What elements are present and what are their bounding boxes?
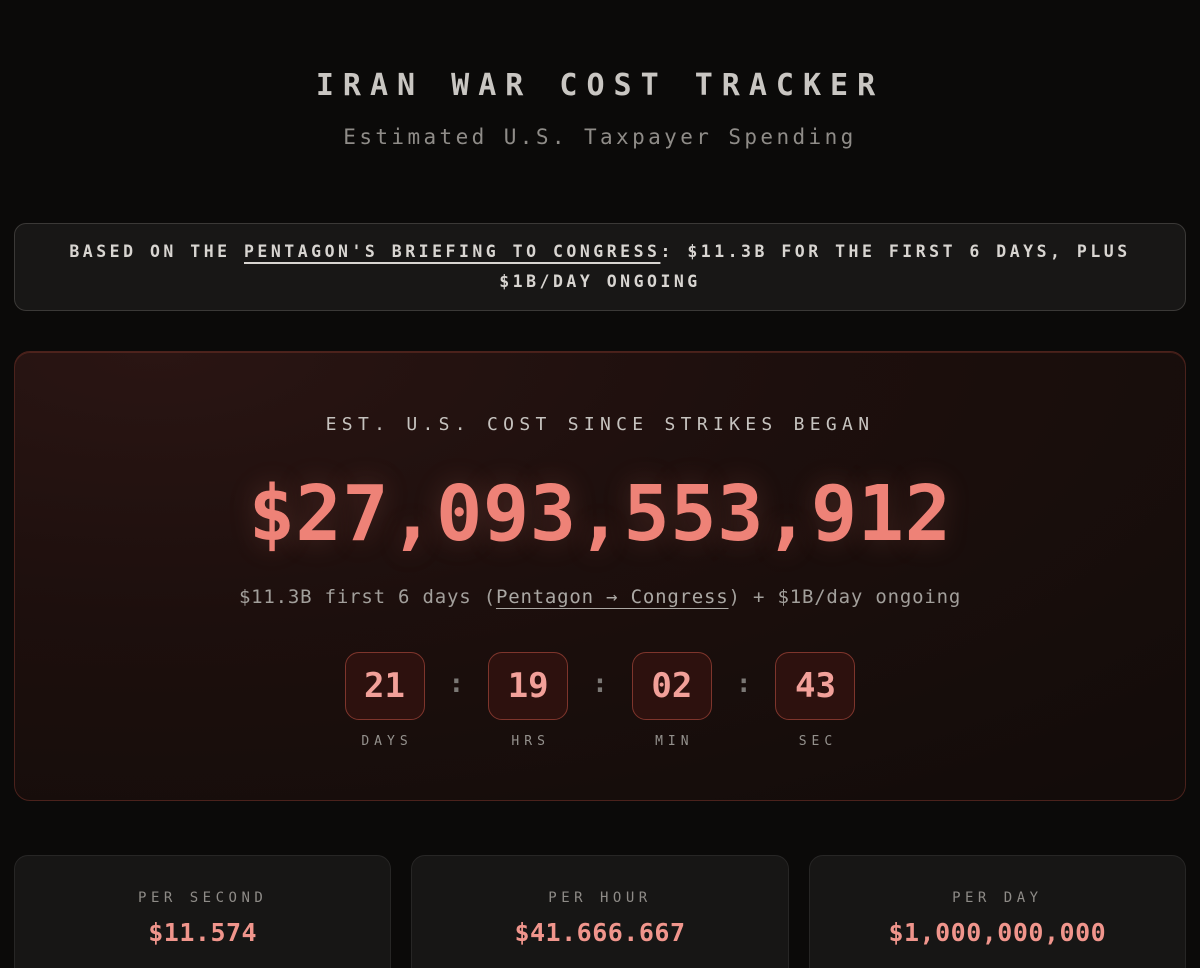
total-cost-value: $27,093,553,912 <box>248 470 952 559</box>
timer-separator: : <box>735 668 752 699</box>
page-title: IRAN WAR COST TRACKER <box>315 68 885 103</box>
timer-unit-minutes: 02 MIN <box>631 651 712 749</box>
timer-minutes-label: MIN <box>655 733 694 749</box>
timer-minutes-value: 02 <box>631 651 712 720</box>
header: IRAN WAR COST TRACKER Estimated U.S. Tax… <box>0 0 1200 149</box>
rate-value: $41.666.667 <box>514 918 686 947</box>
timer-hours-label: HRS <box>511 733 550 749</box>
timer-seconds-value: 43 <box>775 651 856 720</box>
rate-label: PER HOUR <box>548 890 652 906</box>
rate-value: $1,000,000,000 <box>888 918 1107 947</box>
total-cost-card: EST. U.S. COST SINCE STRIKES BEGAN $27,0… <box>14 351 1186 801</box>
rate-cards-row: PER SECOND $11.574 PER HOUR $41.666.667 … <box>14 855 1186 968</box>
source-banner: BASED ON THE PENTAGON'S BRIEFING TO CONG… <box>14 223 1186 311</box>
banner-text-suffix: : $11.3B FOR THE FIRST 6 DAYS, PLUS $1B/… <box>499 242 1131 291</box>
timer-unit-days: 21 DAYS <box>344 651 425 749</box>
formula-suffix: ) + $1B/day ongoing <box>728 585 962 608</box>
rate-label: PER DAY <box>952 890 1043 906</box>
timer-days-value: 21 <box>344 651 425 720</box>
rate-card-per-second: PER SECOND $11.574 <box>14 855 392 968</box>
timer-separator: : <box>592 668 608 699</box>
timer-hours-value: 19 <box>488 651 569 720</box>
cost-card-heading: EST. U.S. COST SINCE STRIKES BEGAN <box>325 414 875 435</box>
rate-label: PER SECOND <box>138 890 268 906</box>
pentagon-briefing-link[interactable]: PENTAGON'S BRIEFING TO CONGRESS <box>244 242 661 261</box>
timer-separator: : <box>448 668 465 699</box>
formula-line: $11.3B first 6 days (Pentagon → Congress… <box>15 586 1185 608</box>
rate-card-per-hour: PER HOUR $41.666.667 <box>411 855 789 968</box>
rate-value: $11.574 <box>148 918 258 947</box>
timer-seconds-label: SEC <box>798 733 838 749</box>
rate-card-per-day: PER DAY $1,000,000,000 <box>808 855 1186 968</box>
page-subtitle: Estimated U.S. Taxpayer Spending <box>343 125 857 149</box>
formula-prefix: $11.3B first 6 days ( <box>238 585 496 608</box>
banner-text-prefix: BASED ON THE <box>69 242 244 261</box>
pentagon-congress-link[interactable]: Pentagon → Congress <box>495 585 729 608</box>
elapsed-timer: 21 DAYS : 19 HRS : 02 MIN : 43 SEC <box>15 651 1185 749</box>
timer-unit-hours: 19 HRS <box>488 651 569 749</box>
timer-days-label: DAYS <box>361 733 413 749</box>
timer-unit-seconds: 43 SEC <box>775 651 856 749</box>
